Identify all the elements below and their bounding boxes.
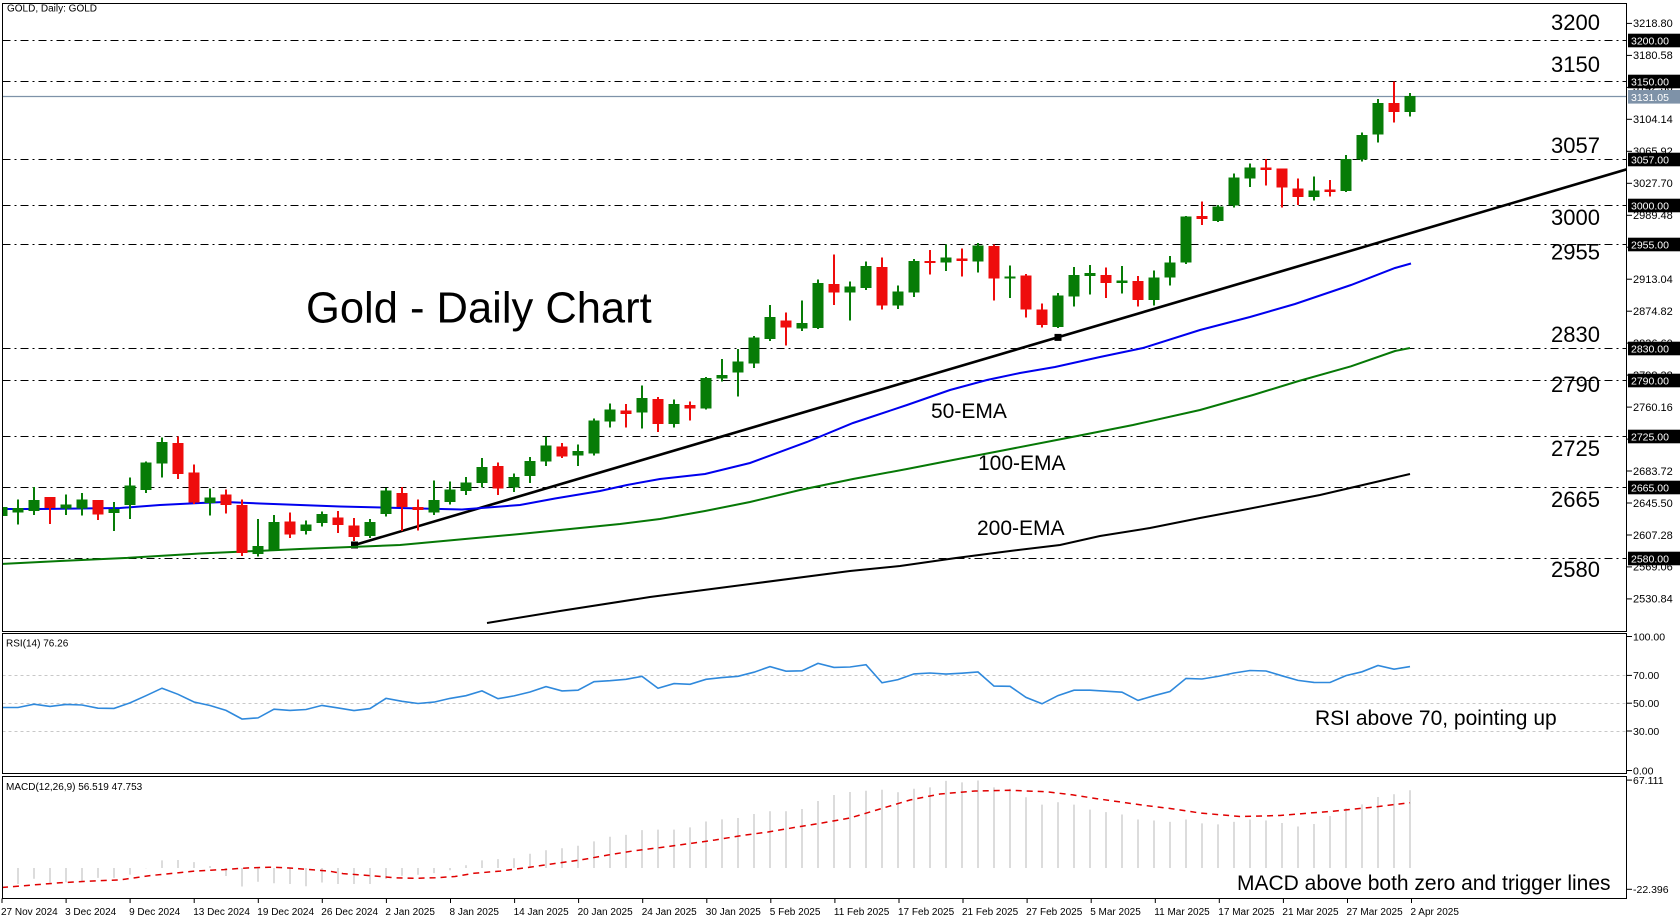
svg-text:8 Jan 2025: 8 Jan 2025 xyxy=(450,907,500,918)
svg-text:3200: 3200 xyxy=(1551,10,1600,35)
svg-text:2989.48: 2989.48 xyxy=(1633,210,1673,222)
svg-text:2665: 2665 xyxy=(1551,487,1600,512)
svg-text:MACD above both zero and trigg: MACD above both zero and trigger lines xyxy=(1237,872,1611,895)
svg-text:50-EMA: 50-EMA xyxy=(931,400,1007,423)
svg-text:2 Apr 2025: 2 Apr 2025 xyxy=(1411,907,1460,918)
svg-text:3027.70: 3027.70 xyxy=(1633,178,1673,190)
svg-text:-22.396: -22.396 xyxy=(1633,884,1669,896)
svg-text:2725.00: 2725.00 xyxy=(1631,432,1669,444)
svg-text:GOLD, Daily: GOLD: GOLD, Daily: GOLD xyxy=(7,4,97,15)
svg-text:100-EMA: 100-EMA xyxy=(978,452,1066,475)
svg-text:2760.16: 2760.16 xyxy=(1633,402,1673,414)
svg-text:50.00: 50.00 xyxy=(1633,698,1659,710)
svg-text:67.111: 67.111 xyxy=(1633,775,1664,787)
svg-text:3104.14: 3104.14 xyxy=(1633,114,1673,126)
svg-text:9 Dec 2024: 9 Dec 2024 xyxy=(129,907,181,918)
svg-text:27 Feb 2025: 27 Feb 2025 xyxy=(1026,907,1083,918)
svg-text:17 Feb 2025: 17 Feb 2025 xyxy=(898,907,955,918)
svg-text:100.00: 100.00 xyxy=(1633,631,1665,643)
svg-text:2790: 2790 xyxy=(1551,372,1600,397)
svg-text:200-EMA: 200-EMA xyxy=(977,517,1065,540)
svg-text:2830.00: 2830.00 xyxy=(1631,344,1669,356)
svg-text:2725: 2725 xyxy=(1551,436,1600,461)
svg-text:2830: 2830 xyxy=(1551,322,1600,347)
svg-text:2645.50: 2645.50 xyxy=(1633,498,1673,510)
svg-text:70.00: 70.00 xyxy=(1633,670,1659,682)
svg-text:24 Jan 2025: 24 Jan 2025 xyxy=(642,907,697,918)
svg-text:19 Dec 2024: 19 Dec 2024 xyxy=(257,907,314,918)
svg-text:2607.28: 2607.28 xyxy=(1633,530,1673,542)
svg-text:30.00: 30.00 xyxy=(1633,726,1659,738)
svg-text:RSI above 70, pointing up: RSI above 70, pointing up xyxy=(1315,707,1557,730)
svg-text:20 Jan 2025: 20 Jan 2025 xyxy=(578,907,633,918)
svg-text:5 Mar 2025: 5 Mar 2025 xyxy=(1090,907,1141,918)
svg-text:14 Jan 2025: 14 Jan 2025 xyxy=(514,907,569,918)
svg-text:0.00: 0.00 xyxy=(1633,765,1654,777)
svg-text:30 Jan 2025: 30 Jan 2025 xyxy=(706,907,761,918)
svg-text:MACD(12,26,9) 56.519 47.753: MACD(12,26,9) 56.519 47.753 xyxy=(6,782,143,793)
svg-text:3150: 3150 xyxy=(1551,52,1600,77)
svg-text:2665.00: 2665.00 xyxy=(1631,483,1669,495)
svg-text:21 Feb 2025: 21 Feb 2025 xyxy=(962,907,1019,918)
svg-text:3180.58: 3180.58 xyxy=(1633,50,1673,62)
svg-text:3 Dec 2024: 3 Dec 2024 xyxy=(65,907,117,918)
svg-text:3200.00: 3200.00 xyxy=(1631,36,1669,48)
svg-text:2913.04: 2913.04 xyxy=(1633,274,1673,286)
svg-text:3057.00: 3057.00 xyxy=(1631,155,1669,167)
svg-text:3000.00: 3000.00 xyxy=(1631,201,1669,213)
svg-text:2955.00: 2955.00 xyxy=(1631,240,1669,252)
svg-text:11 Feb 2025: 11 Feb 2025 xyxy=(834,907,890,918)
svg-text:3057: 3057 xyxy=(1551,133,1600,158)
svg-text:13 Dec 2024: 13 Dec 2024 xyxy=(193,907,250,918)
svg-text:2 Jan 2025: 2 Jan 2025 xyxy=(385,907,435,918)
svg-text:RSI(14) 76.26: RSI(14) 76.26 xyxy=(6,639,69,650)
svg-text:27 Mar 2025: 27 Mar 2025 xyxy=(1347,907,1404,918)
svg-text:2955: 2955 xyxy=(1551,240,1600,265)
svg-text:3131.05: 3131.05 xyxy=(1631,92,1669,104)
svg-text:2580.00: 2580.00 xyxy=(1631,554,1669,566)
svg-text:2874.82: 2874.82 xyxy=(1633,306,1673,318)
svg-text:3218.80: 3218.80 xyxy=(1633,18,1673,30)
svg-text:27 Nov 2024: 27 Nov 2024 xyxy=(1,907,58,918)
svg-text:17 Mar 2025: 17 Mar 2025 xyxy=(1218,907,1275,918)
svg-text:2683.72: 2683.72 xyxy=(1633,466,1673,478)
svg-text:26 Dec 2024: 26 Dec 2024 xyxy=(321,907,378,918)
svg-text:3150.00: 3150.00 xyxy=(1631,77,1669,89)
svg-text:2580: 2580 xyxy=(1551,557,1600,582)
svg-text:3000: 3000 xyxy=(1551,205,1600,230)
svg-text:21 Mar 2025: 21 Mar 2025 xyxy=(1282,907,1339,918)
svg-text:2790.00: 2790.00 xyxy=(1631,376,1669,388)
svg-text:5 Feb 2025: 5 Feb 2025 xyxy=(770,907,821,918)
svg-text:2530.84: 2530.84 xyxy=(1633,594,1673,606)
svg-text:11 Mar 2025: 11 Mar 2025 xyxy=(1154,907,1210,918)
svg-text:Gold - Daily Chart: Gold - Daily Chart xyxy=(306,285,652,333)
